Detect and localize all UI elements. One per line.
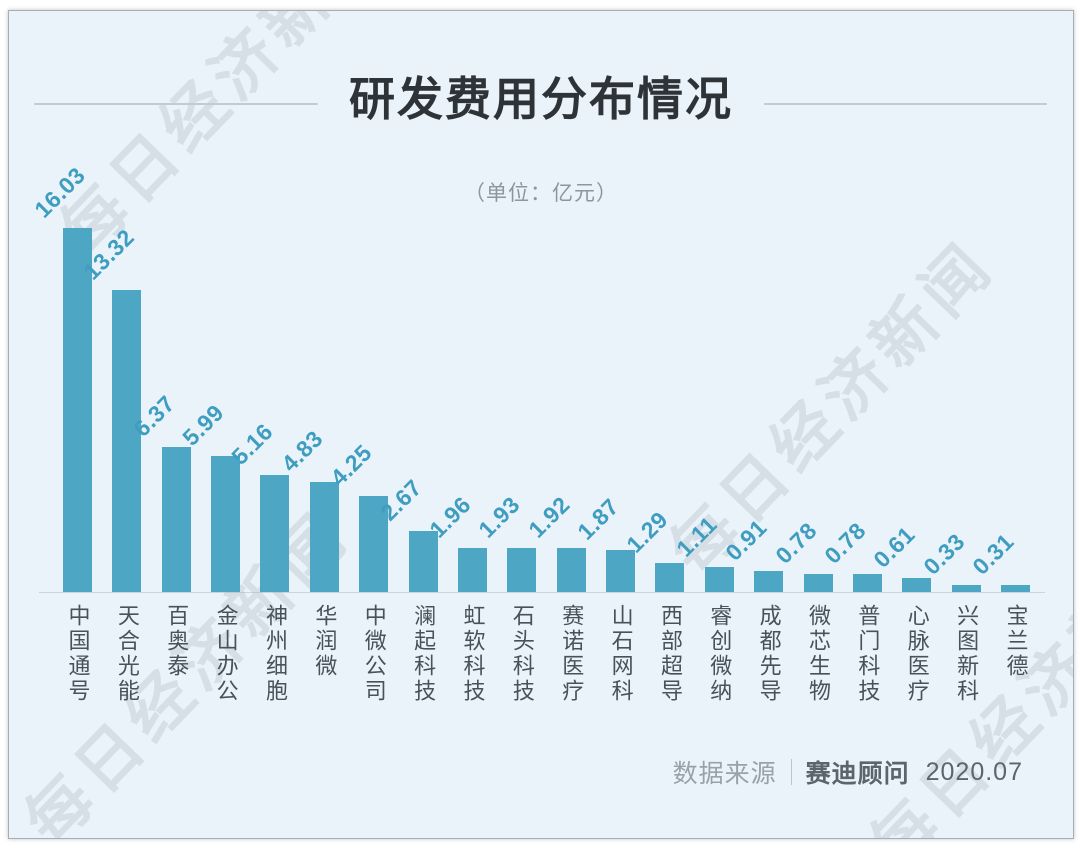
source-name: 赛迪顾问 [805, 760, 910, 788]
bar [754, 571, 784, 592]
bar [556, 548, 586, 592]
category-label: 百奥泰 [164, 604, 190, 679]
footer-separator [790, 759, 792, 785]
category-label: 中微公司 [361, 604, 387, 704]
bar-value-label: 0.61 [868, 521, 921, 573]
source-label: 数据来源 [672, 760, 777, 788]
bar [655, 563, 685, 592]
bar [803, 574, 833, 592]
x-axis-line [39, 592, 1045, 593]
category-label: 中国通号 [65, 604, 91, 704]
bar-value-label: 0.78 [819, 517, 871, 569]
category-label: 金山办公 [213, 604, 239, 704]
page-title: 研发费用分布情况 [349, 73, 733, 125]
title-rule-left [34, 103, 318, 105]
bar [309, 482, 339, 592]
category-label: 普门科技 [855, 604, 881, 704]
bar-value-label: 16.03 [29, 161, 91, 223]
bar-value-label: 5.99 [177, 399, 229, 451]
infographic-card: 每日经济新闻 每日经济新闻 每日经济新闻 每日经济新闻 研发费用分布情况 （单位… [8, 10, 1074, 839]
category-label: 山石网科 [608, 604, 634, 704]
bar [951, 585, 981, 592]
bar-value-label: 0.91 [720, 514, 772, 566]
plot-area: 16.03 中国通号 13.32 天合光能 6.37 百奥泰 5.99 金山办公 5.16 神州细… [9, 11, 1073, 838]
bar [211, 456, 241, 592]
bar-value-label: 0.31 [967, 528, 1019, 580]
bar [704, 567, 734, 592]
bar [457, 548, 487, 592]
category-label: 天合光能 [114, 604, 140, 704]
bar [852, 574, 882, 592]
bar [359, 496, 389, 592]
bar-value-label: 0.78 [769, 517, 822, 569]
category-label: 微芯生物 [806, 604, 832, 704]
bar [1001, 585, 1031, 592]
unit-label: （单位：亿元） [464, 182, 618, 205]
bar [408, 531, 438, 592]
title-rule-right [764, 103, 1047, 105]
bar-value-label: 4.83 [276, 425, 328, 477]
bar [902, 578, 932, 592]
source-footer: 数据来源 赛迪顾问 2020.07 [673, 754, 1023, 790]
bar [260, 475, 290, 592]
category-label: 澜起科技 [411, 604, 437, 704]
bar-value-label: 0.33 [917, 528, 970, 580]
bar [63, 228, 92, 592]
bar [112, 290, 142, 592]
category-label: 神州细胞 [262, 604, 288, 704]
bar-value-label: 1.92 [523, 491, 575, 543]
category-label: 虹软科技 [460, 604, 486, 704]
category-label: 成都先导 [756, 604, 782, 704]
category-label: 兴图新科 [954, 604, 980, 704]
category-label: 赛诺医疗 [559, 604, 585, 704]
category-label: 华润微 [312, 604, 338, 679]
bar [606, 550, 636, 592]
category-label: 石头科技 [509, 604, 535, 704]
bar-value-label: 1.11 [671, 511, 722, 562]
source-date: 2020.07 [925, 757, 1023, 786]
bar-value-label: 1.87 [572, 493, 624, 545]
category-label: 睿创微纳 [707, 604, 733, 704]
category-label: 西部超导 [657, 604, 683, 704]
bar [507, 548, 537, 592]
category-label: 宝兰德 [1003, 604, 1029, 679]
bar-value-label: 1.93 [473, 491, 526, 543]
bar [161, 447, 191, 592]
category-label: 心脉医疗 [904, 604, 930, 704]
